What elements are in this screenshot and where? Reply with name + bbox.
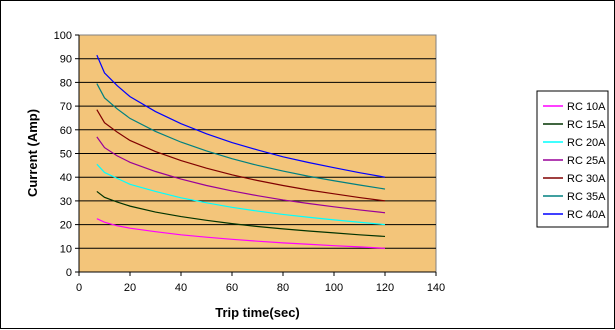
y-tick-label: 40 bbox=[60, 172, 72, 184]
x-axis-ticks: 0 20 40 60 80 100 120 140 bbox=[76, 272, 445, 294]
x-tick-label: 60 bbox=[226, 282, 238, 294]
y-tick-label: 100 bbox=[54, 30, 72, 42]
legend-box bbox=[536, 90, 609, 228]
y-tick-label: 60 bbox=[60, 125, 72, 137]
x-tick-label: 100 bbox=[325, 282, 343, 294]
legend-item: RC 25A bbox=[543, 155, 606, 167]
x-tick-label: 40 bbox=[175, 282, 187, 294]
legend-item: RC 10A bbox=[543, 101, 606, 113]
y-tick-label: 70 bbox=[60, 101, 72, 113]
x-tick-label: 0 bbox=[76, 282, 82, 294]
legend-items: RC 10A RC 15A RC 20A RC 25A RC 30A RC 35A RC 4… bbox=[543, 101, 606, 221]
series-lines bbox=[96, 54, 386, 249]
x-axis-title: Trip time(sec) bbox=[215, 305, 300, 320]
x-tick-label: 140 bbox=[427, 282, 445, 294]
x-tick-label: 120 bbox=[376, 282, 394, 294]
legend-item: RC 30A bbox=[543, 173, 606, 185]
y-axis-ticks: 0 10 20 30 40 50 60 70 80 90 100 bbox=[54, 30, 79, 279]
legend-item: RC 35A bbox=[543, 191, 606, 203]
legend-item: RC 40A bbox=[543, 209, 606, 221]
y-tick-label: 10 bbox=[60, 243, 72, 255]
legend-item: RC 20A bbox=[543, 137, 606, 149]
legend-label: RC 30A bbox=[567, 173, 606, 185]
legend-label: RC 35A bbox=[567, 191, 606, 203]
series-line-rc-15a bbox=[96, 190, 386, 238]
legend-label: RC 10A bbox=[567, 101, 606, 113]
legend-label: RC 40A bbox=[567, 209, 606, 221]
x-tick-label: 80 bbox=[277, 282, 289, 294]
y-tick-label: 20 bbox=[60, 220, 72, 232]
legend: RC 10A RC 15A RC 20A RC 25A RC 30A RC 35A RC 4… bbox=[536, 90, 609, 228]
legend-label: RC 20A bbox=[567, 137, 606, 149]
y-axis-title: Current (Amp) bbox=[25, 109, 40, 197]
series-line-rc-30a bbox=[96, 109, 386, 202]
x-tick-label: 20 bbox=[124, 282, 136, 294]
legend-label: RC 15A bbox=[567, 119, 606, 131]
y-tick-label: 30 bbox=[60, 196, 72, 208]
y-tick-label: 50 bbox=[60, 149, 72, 161]
legend-item: RC 15A bbox=[543, 119, 606, 131]
series-line-rc-25a bbox=[96, 136, 386, 214]
y-tick-label: 80 bbox=[60, 77, 72, 89]
y-tick-label: 90 bbox=[60, 54, 72, 66]
series-line-rc-10a bbox=[96, 218, 386, 249]
series-line-rc-20a bbox=[96, 163, 386, 226]
legend-label: RC 25A bbox=[567, 155, 606, 167]
series-line-rc-40a bbox=[96, 54, 386, 178]
y-tick-label: 0 bbox=[66, 267, 72, 279]
series-line-rc-35a bbox=[96, 83, 386, 190]
